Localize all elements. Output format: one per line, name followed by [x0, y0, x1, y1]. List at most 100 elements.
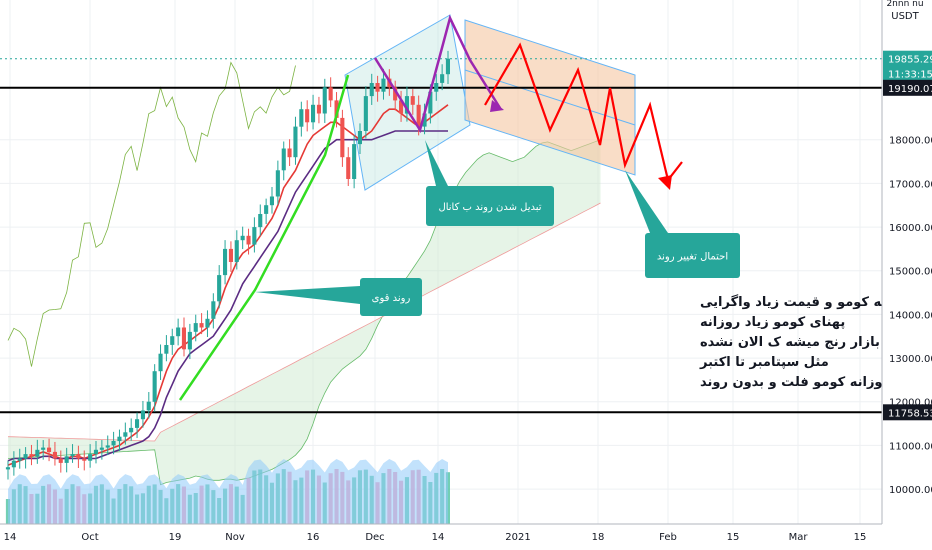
candle-body — [193, 323, 198, 332]
price-tag-bg — [883, 79, 932, 96]
candle-body — [129, 427, 134, 433]
candle-body — [82, 458, 87, 461]
candle-body — [187, 331, 192, 350]
candle-body — [140, 410, 145, 420]
annotations: روند قوی تبدیل شدن روند ب کانال احتمال تغی… — [255, 140, 740, 316]
red-arrow-head — [658, 175, 672, 190]
strong-trend-line — [178, 74, 350, 401]
x-tick-label: 16 — [307, 532, 320, 543]
callout-text: تبدیل شدن روند ب کانال — [438, 202, 541, 213]
candle-body — [281, 148, 286, 171]
callout-box — [645, 233, 740, 278]
x-tick-label: 15 — [854, 532, 867, 543]
candle-body — [428, 91, 433, 114]
tenkan-line — [7, 104, 449, 466]
purple-zigzag — [373, 14, 502, 134]
x-tick-label: 18 — [592, 532, 605, 543]
callout-box — [360, 278, 422, 316]
x-tick-label: Oct — [81, 532, 98, 543]
red-forecast-zigzag — [484, 42, 683, 183]
candle-body — [399, 100, 404, 114]
candle-body — [369, 83, 374, 97]
y-tick-label: 18000.00 — [889, 136, 932, 147]
y-tick-label: 14000.00 — [889, 310, 932, 321]
purple-arrow-head — [490, 100, 504, 112]
candle-body — [211, 301, 216, 319]
annotation-callout: احتمال تغییر روند — [625, 170, 740, 278]
x-tick-label: Mar — [789, 532, 809, 543]
candle-body — [287, 148, 292, 158]
candle-body — [258, 214, 263, 228]
price-tag-label: 11:33:15 — [888, 69, 932, 80]
note-line: -تایم هفتگی فاصله کومو و قیمت زیاد واگرا… — [700, 294, 932, 310]
candle-body — [23, 454, 28, 459]
candle-body — [117, 436, 122, 442]
indicator-lines — [7, 104, 449, 466]
candle-body — [5, 467, 10, 470]
candle-body — [223, 248, 228, 276]
candle-body — [199, 323, 204, 328]
candle-body — [334, 100, 339, 118]
channel-midline — [464, 69, 636, 126]
candle-body — [434, 83, 439, 92]
y-tick-label: 15000.00 — [889, 267, 932, 278]
candle-body — [381, 78, 386, 92]
candle-body — [11, 460, 16, 468]
candle-body — [311, 104, 316, 123]
y-tick-label: 12000.00 — [889, 398, 932, 409]
candle-body — [322, 87, 327, 114]
currency-label: USDT — [891, 11, 919, 22]
x-tick-label: 2021 — [505, 532, 530, 543]
candle-body — [152, 371, 157, 402]
y-tick-label: 10000.00 — [889, 485, 932, 496]
candle-body — [252, 227, 257, 245]
price-tag-label: 19855.29 — [888, 55, 932, 66]
price-tag-label: 19190.07 — [888, 84, 932, 95]
candle-body — [316, 104, 321, 114]
callout-box — [426, 186, 554, 226]
note-line: پهنای کومو زیاد روزانه — [700, 315, 845, 330]
x-tick-label: 15 — [727, 532, 740, 543]
candle-body — [357, 131, 362, 145]
candle-body — [228, 248, 233, 262]
candle-body — [181, 327, 186, 350]
candle-body — [328, 87, 333, 101]
note-line: روزانه کومو فلت و بدون روند — [700, 375, 890, 390]
price-tag: 19855.29 — [883, 50, 932, 67]
note-line: اکثرا قبل از شروع حرکت بازار رنج میشه ک … — [700, 335, 932, 350]
y-tick-label: 13000.00 — [889, 354, 932, 365]
candle-body — [17, 458, 22, 461]
price-tag: 11:33:15 — [883, 65, 932, 82]
time-axis-ticks[interactable]: 14 Oct 19 Nov 16 Dec 14 2021 18 Feb 15 Mar 15 — [4, 532, 867, 543]
candle-body — [105, 445, 110, 448]
price-tags: 19855.29 11:33:15 19190.07 11758.53 — [883, 50, 932, 421]
candle-body — [52, 451, 57, 459]
y-tick-label: 16000.00 — [889, 223, 932, 234]
volume-ma-area — [8, 459, 448, 524]
candle-body — [264, 205, 269, 214]
price-tag: 19190.07 — [883, 79, 932, 96]
x-tick-label: Feb — [659, 532, 677, 543]
candle-body — [64, 456, 69, 463]
candle-body — [340, 117, 345, 158]
candle-body — [299, 109, 304, 127]
candle-body — [41, 447, 46, 450]
price-tag-bg — [883, 50, 932, 67]
notes-text-block: -تایم هفتگی فاصله کومو و قیمت زیاد واگرا… — [699, 294, 932, 390]
callout-text: احتمال تغییر روند — [657, 252, 728, 263]
candle-body — [99, 447, 104, 450]
x-tick-label: 14 — [4, 532, 17, 543]
candle-body — [111, 441, 116, 446]
horizontal-levels — [0, 58, 882, 414]
x-tick-label: 19 — [169, 532, 182, 543]
annotation-callout: روند قوی — [255, 278, 422, 316]
candle-body — [363, 96, 368, 131]
candle-body — [58, 458, 63, 463]
price-axis-ticks: 10000.00 11000.00 12000.00 13000.00 14000.00… — [889, 136, 932, 496]
x-tick-label: 14 — [432, 532, 445, 543]
candle-body — [76, 454, 81, 459]
candle-body — [29, 454, 34, 457]
candle-body — [146, 401, 151, 411]
callout-pointer — [255, 286, 360, 304]
